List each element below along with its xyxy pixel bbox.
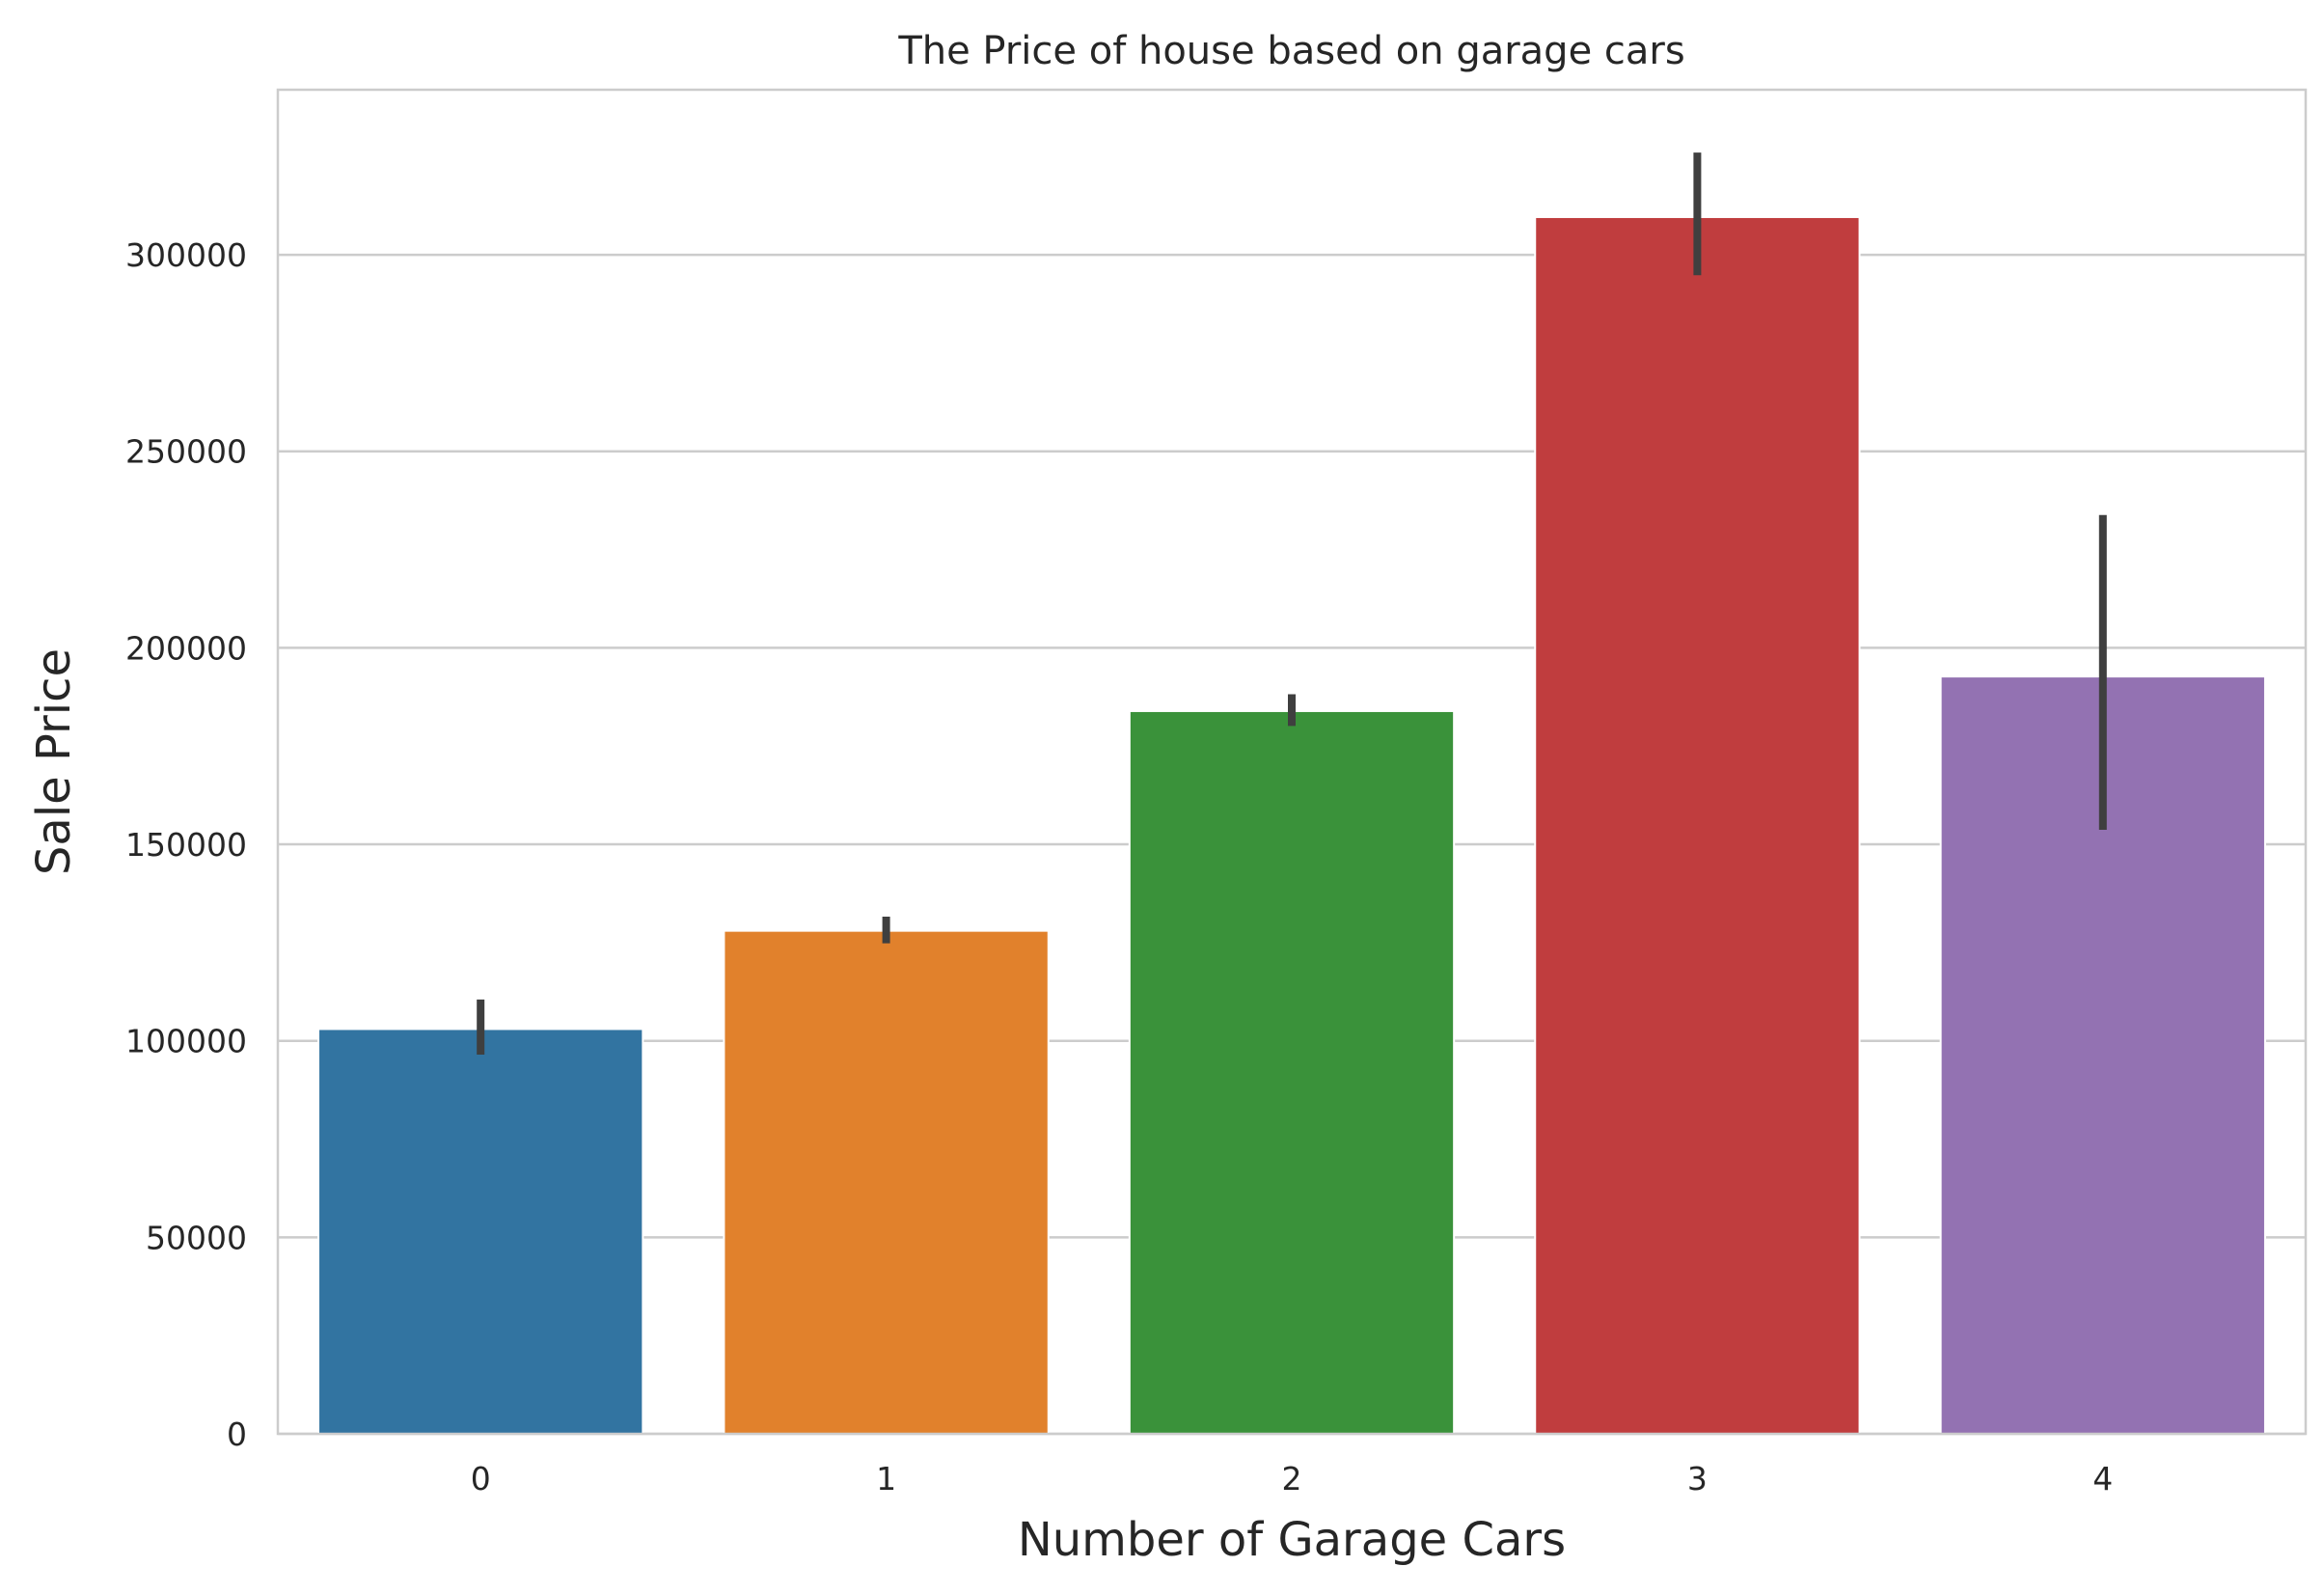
bar-1 <box>723 929 1050 1435</box>
x-axis-title: Number of Garage Cars <box>1018 1513 1566 1567</box>
chart-title: The Price of house based on garage cars <box>897 29 1684 73</box>
x-tick-label: 0 <box>471 1460 491 1498</box>
y-tick-label: 0 <box>227 1415 247 1453</box>
y-tick-label: 100000 <box>125 1023 247 1060</box>
y-tick-labels: 0 50000 100000 150000 200000 250000 300000 <box>125 236 247 1453</box>
y-tick-label: 250000 <box>125 433 247 471</box>
plot-frame <box>276 88 2308 1436</box>
bar-0 <box>317 1028 644 1435</box>
y-tick-label: 150000 <box>125 826 247 864</box>
y-axis-title: Sale Price <box>27 648 81 875</box>
x-tick-label: 3 <box>1687 1460 1708 1498</box>
y-tick-label: 200000 <box>125 629 247 667</box>
x-tick-labels: 0 1 2 3 4 <box>471 1460 2114 1498</box>
bar-2 <box>1128 709 1456 1435</box>
y-tick-label: 300000 <box>125 236 247 274</box>
bar-3 <box>1534 215 1861 1436</box>
x-tick-label: 1 <box>876 1460 896 1498</box>
bars <box>317 215 2266 1436</box>
error-bars <box>477 152 2107 1055</box>
y-tick-label: 50000 <box>146 1219 247 1256</box>
x-tick-label: 2 <box>1282 1460 1302 1498</box>
x-tick-label: 4 <box>2092 1460 2113 1498</box>
